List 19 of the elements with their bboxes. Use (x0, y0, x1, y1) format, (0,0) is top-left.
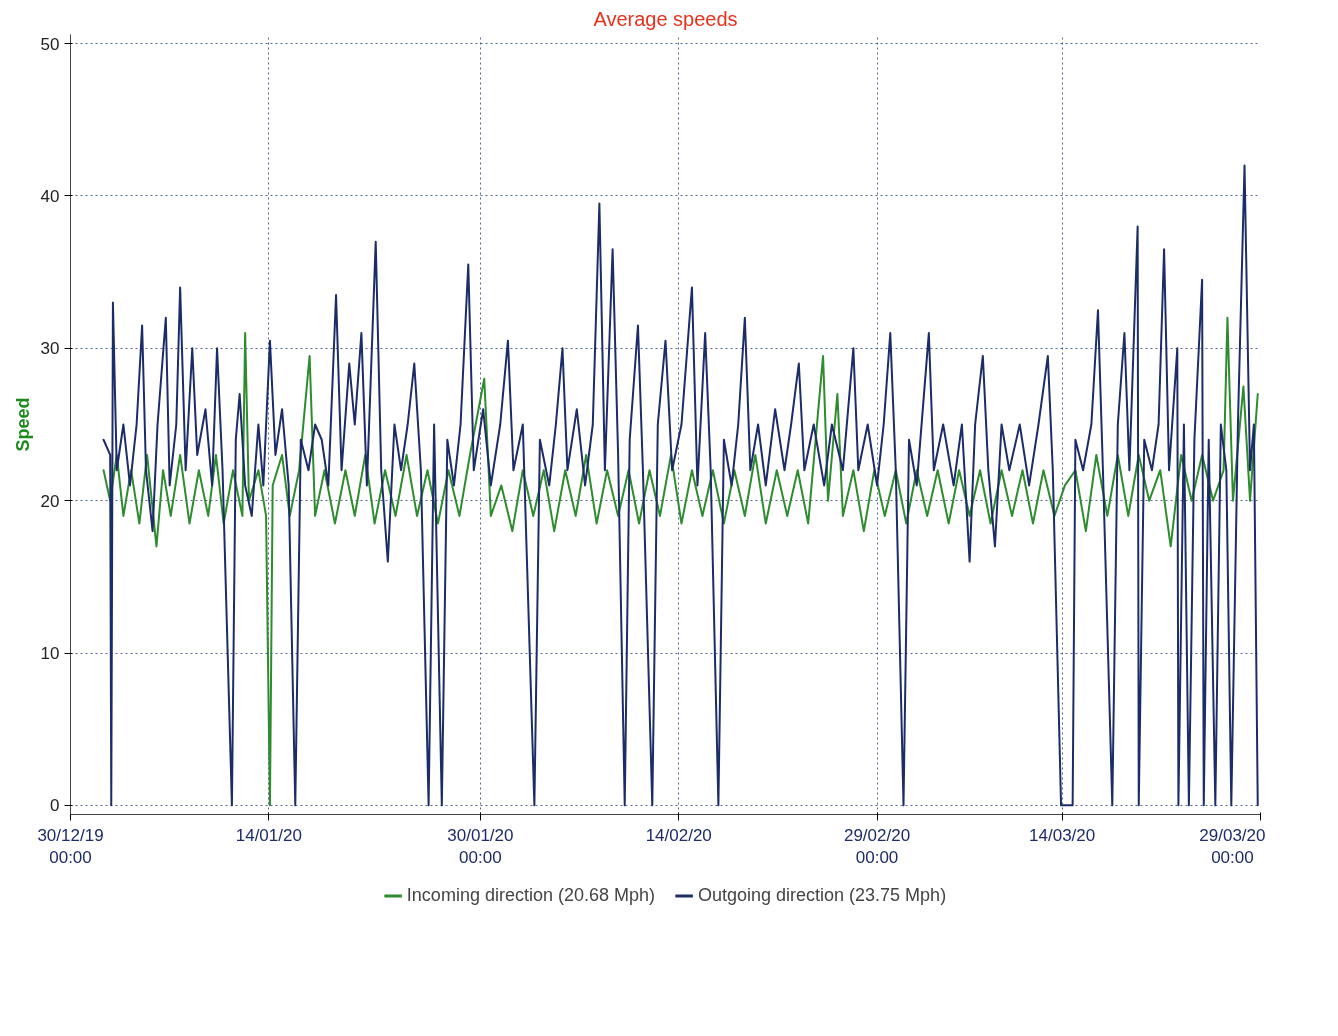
y-tick-label: 20 (40, 491, 60, 511)
line-series (102, 164, 1259, 807)
x-tick-label: 30/01/20 00:00 (447, 825, 514, 868)
y-tick-label: 40 (40, 186, 60, 206)
y-axis-title: Speed (12, 397, 33, 452)
y-tick-label: 0 (50, 796, 60, 816)
x-tick-label: 29/02/20 00:00 (843, 825, 911, 868)
chart-title: Average speeds (593, 7, 738, 30)
legend-label: Outgoing direction (23.75 Mph) (697, 884, 947, 906)
line-series (102, 316, 1259, 807)
x-tick-label: 30/12/19 00:00 (37, 825, 104, 868)
legend-label: Incoming direction (20.68 Mph) (406, 884, 655, 906)
y-tick-label: 50 (40, 34, 60, 54)
x-tick-label: 14/02/20 (645, 825, 712, 845)
y-tick-label: 10 (40, 644, 60, 664)
x-tick-label: 14/01/20 (235, 825, 302, 845)
x-tick-label: 29/03/20 00:00 (1199, 825, 1266, 868)
y-tick-label: 30 (40, 339, 60, 359)
x-tick-label: 14/03/20 (1029, 825, 1096, 845)
